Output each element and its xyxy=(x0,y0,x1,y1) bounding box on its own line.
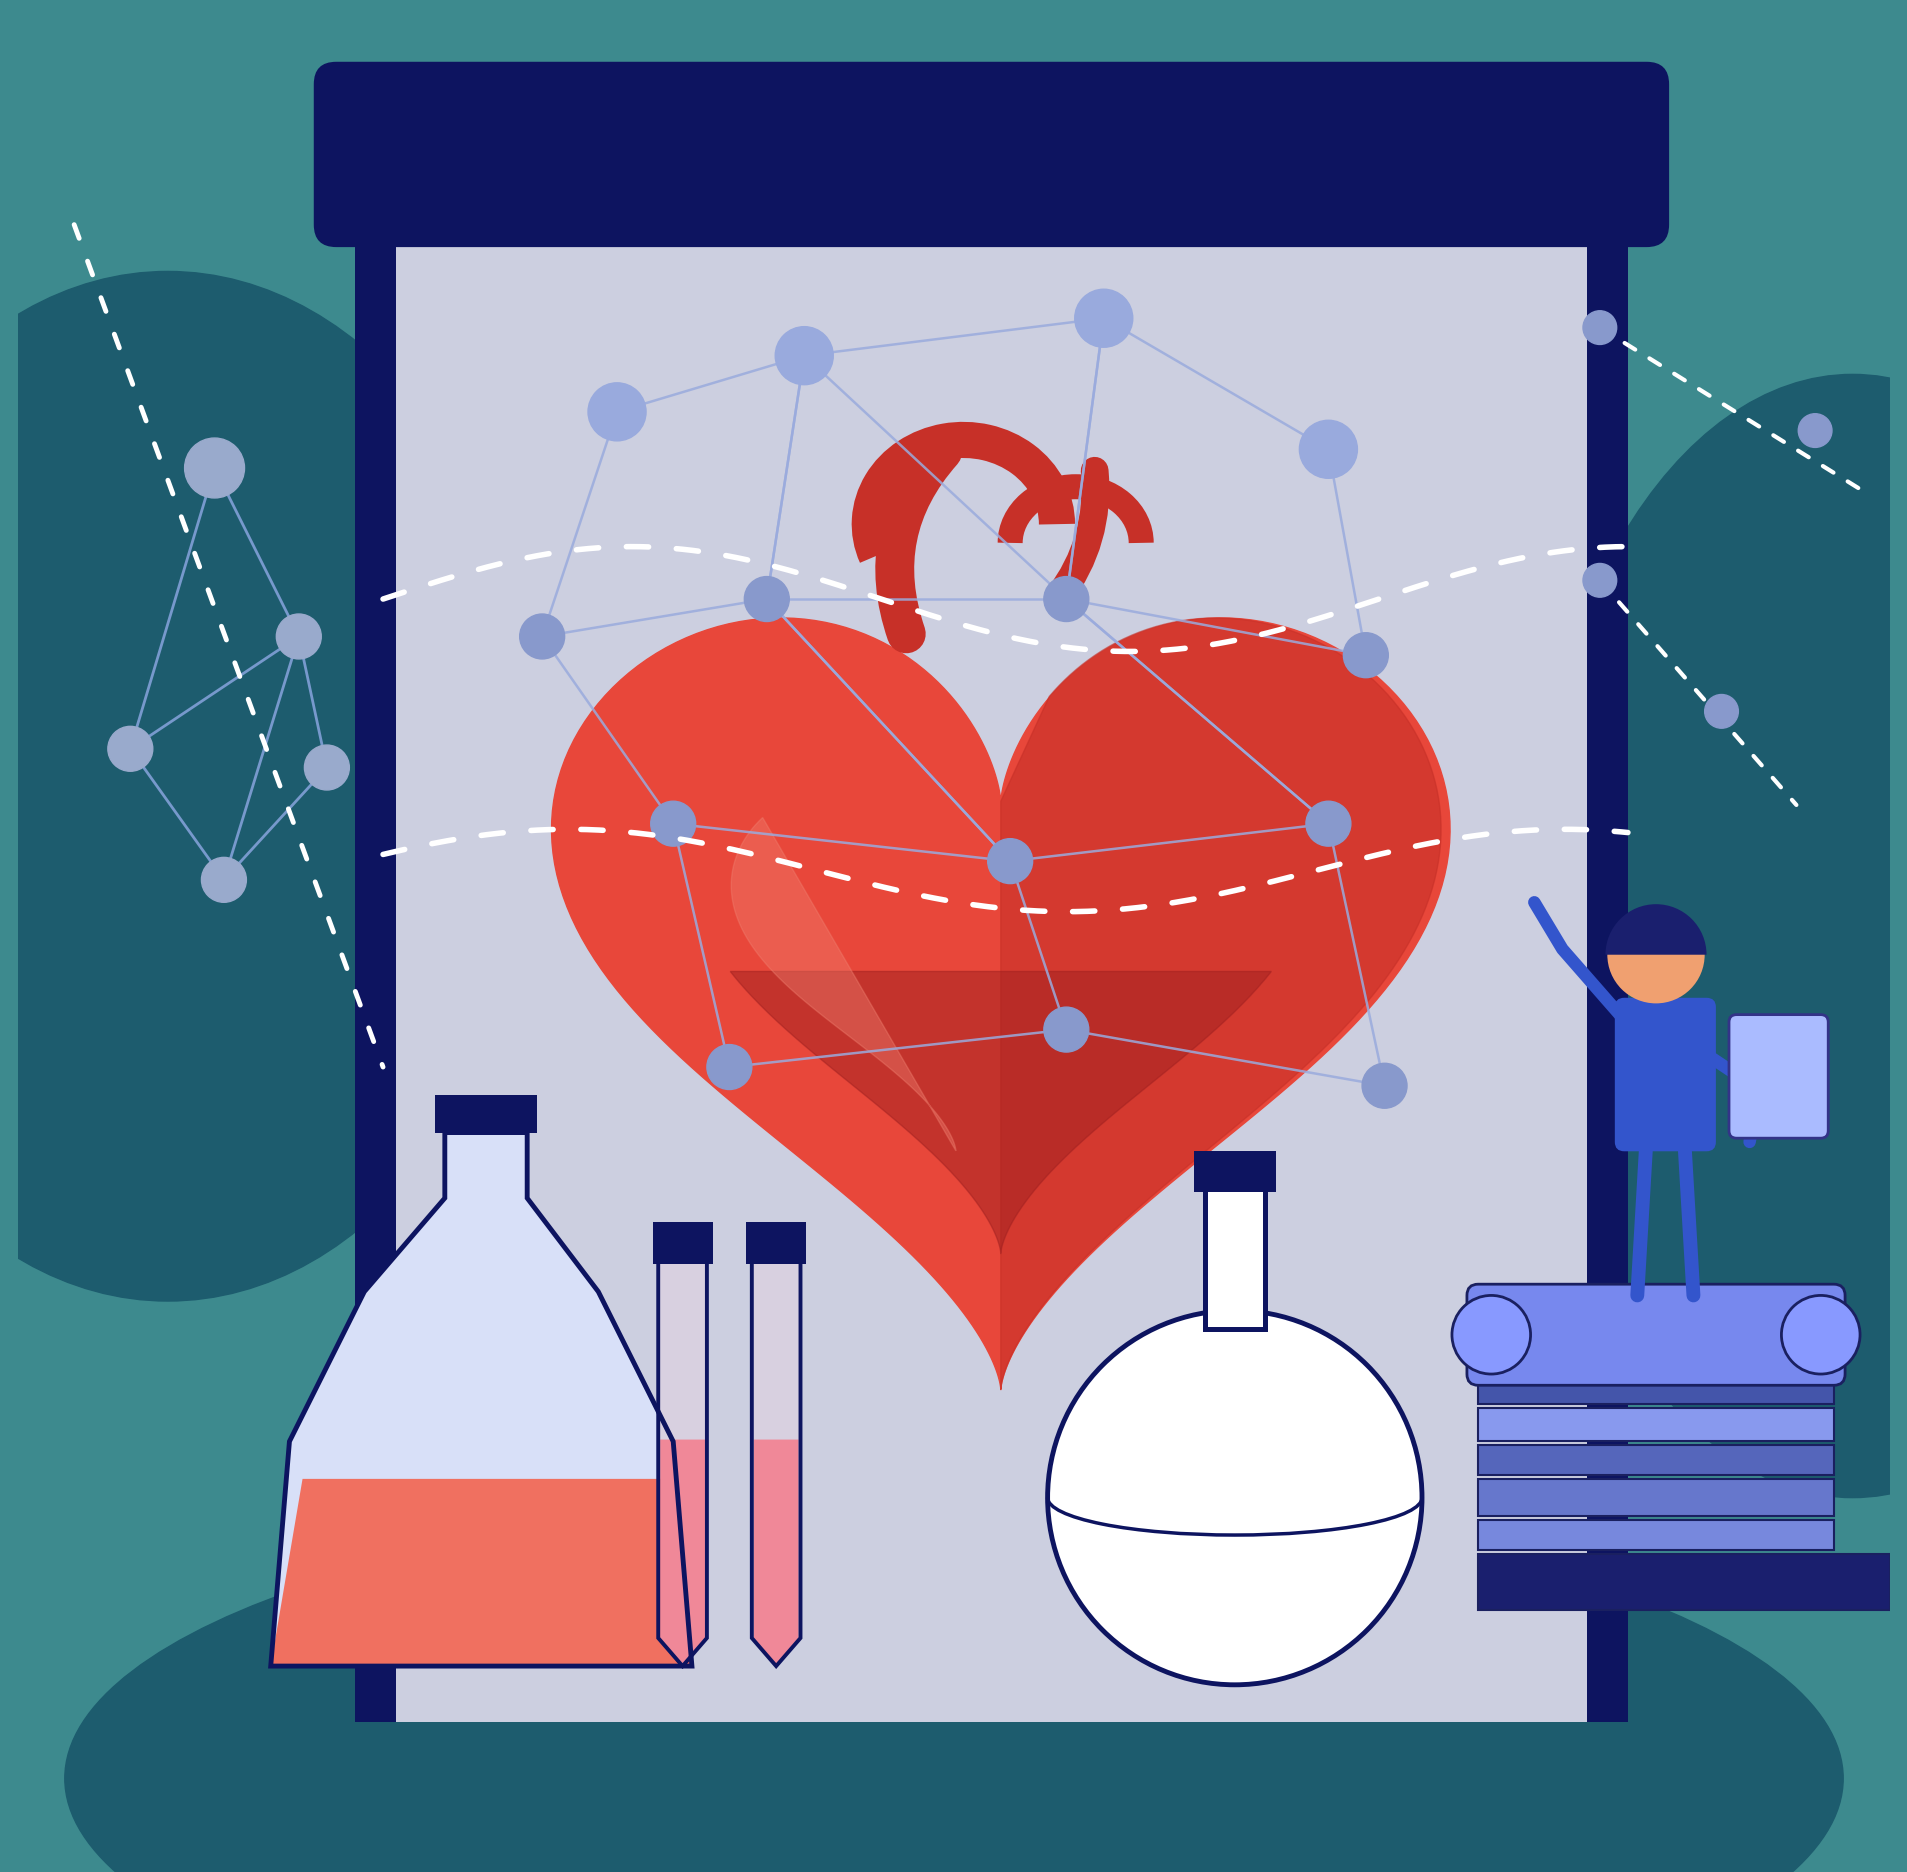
Circle shape xyxy=(1299,419,1356,479)
Circle shape xyxy=(988,839,1032,884)
Circle shape xyxy=(1451,1295,1529,1374)
Ellipse shape xyxy=(65,1498,1842,1872)
FancyArrowPatch shape xyxy=(1058,470,1095,597)
Polygon shape xyxy=(730,818,955,1151)
FancyBboxPatch shape xyxy=(383,197,1598,1722)
FancyBboxPatch shape xyxy=(1466,1284,1844,1385)
Circle shape xyxy=(277,614,320,659)
Bar xyxy=(1194,1151,1276,1192)
Bar xyxy=(1478,1479,1833,1516)
Polygon shape xyxy=(753,1440,799,1664)
Polygon shape xyxy=(730,972,1270,1254)
Circle shape xyxy=(1583,311,1615,344)
Bar xyxy=(1478,1520,1833,1550)
Circle shape xyxy=(1796,414,1831,447)
Bar xyxy=(1587,197,1627,1722)
Polygon shape xyxy=(658,1254,706,1666)
Circle shape xyxy=(774,326,833,384)
Circle shape xyxy=(706,1045,751,1090)
Polygon shape xyxy=(751,1254,801,1666)
Bar xyxy=(746,1222,805,1264)
Polygon shape xyxy=(660,1440,706,1664)
Polygon shape xyxy=(271,1479,692,1666)
Circle shape xyxy=(1047,1310,1421,1685)
Bar xyxy=(652,1222,711,1264)
Bar xyxy=(1203,1170,1264,1329)
Circle shape xyxy=(202,857,246,902)
Circle shape xyxy=(1606,906,1703,1003)
Polygon shape xyxy=(551,618,1449,1389)
Bar xyxy=(1478,1445,1833,1475)
Circle shape xyxy=(185,438,244,498)
Circle shape xyxy=(1362,1063,1405,1108)
FancyBboxPatch shape xyxy=(313,62,1669,247)
Bar xyxy=(1478,1408,1833,1441)
FancyBboxPatch shape xyxy=(1728,1015,1827,1138)
Circle shape xyxy=(109,726,153,771)
Bar xyxy=(1203,1189,1264,1329)
Polygon shape xyxy=(1001,618,1440,1389)
Bar xyxy=(1478,1378,1833,1404)
Wedge shape xyxy=(1604,904,1705,955)
Bar xyxy=(435,1095,536,1133)
FancyArrowPatch shape xyxy=(894,451,942,635)
Circle shape xyxy=(1583,563,1615,597)
Circle shape xyxy=(1703,695,1737,728)
Circle shape xyxy=(1304,801,1350,846)
Circle shape xyxy=(650,801,696,846)
Circle shape xyxy=(744,577,789,622)
Circle shape xyxy=(1043,1007,1089,1052)
Circle shape xyxy=(1343,633,1388,678)
Bar xyxy=(1478,1554,1890,1610)
Ellipse shape xyxy=(1524,374,1907,1498)
Circle shape xyxy=(519,614,564,659)
Bar xyxy=(1203,1170,1264,1329)
Bar xyxy=(355,197,397,1722)
Circle shape xyxy=(1781,1295,1859,1374)
Circle shape xyxy=(1074,288,1133,346)
Polygon shape xyxy=(271,1133,692,1666)
Circle shape xyxy=(305,745,349,790)
FancyBboxPatch shape xyxy=(1613,998,1714,1151)
Circle shape xyxy=(1043,577,1089,622)
Ellipse shape xyxy=(0,271,542,1301)
Circle shape xyxy=(587,382,646,440)
